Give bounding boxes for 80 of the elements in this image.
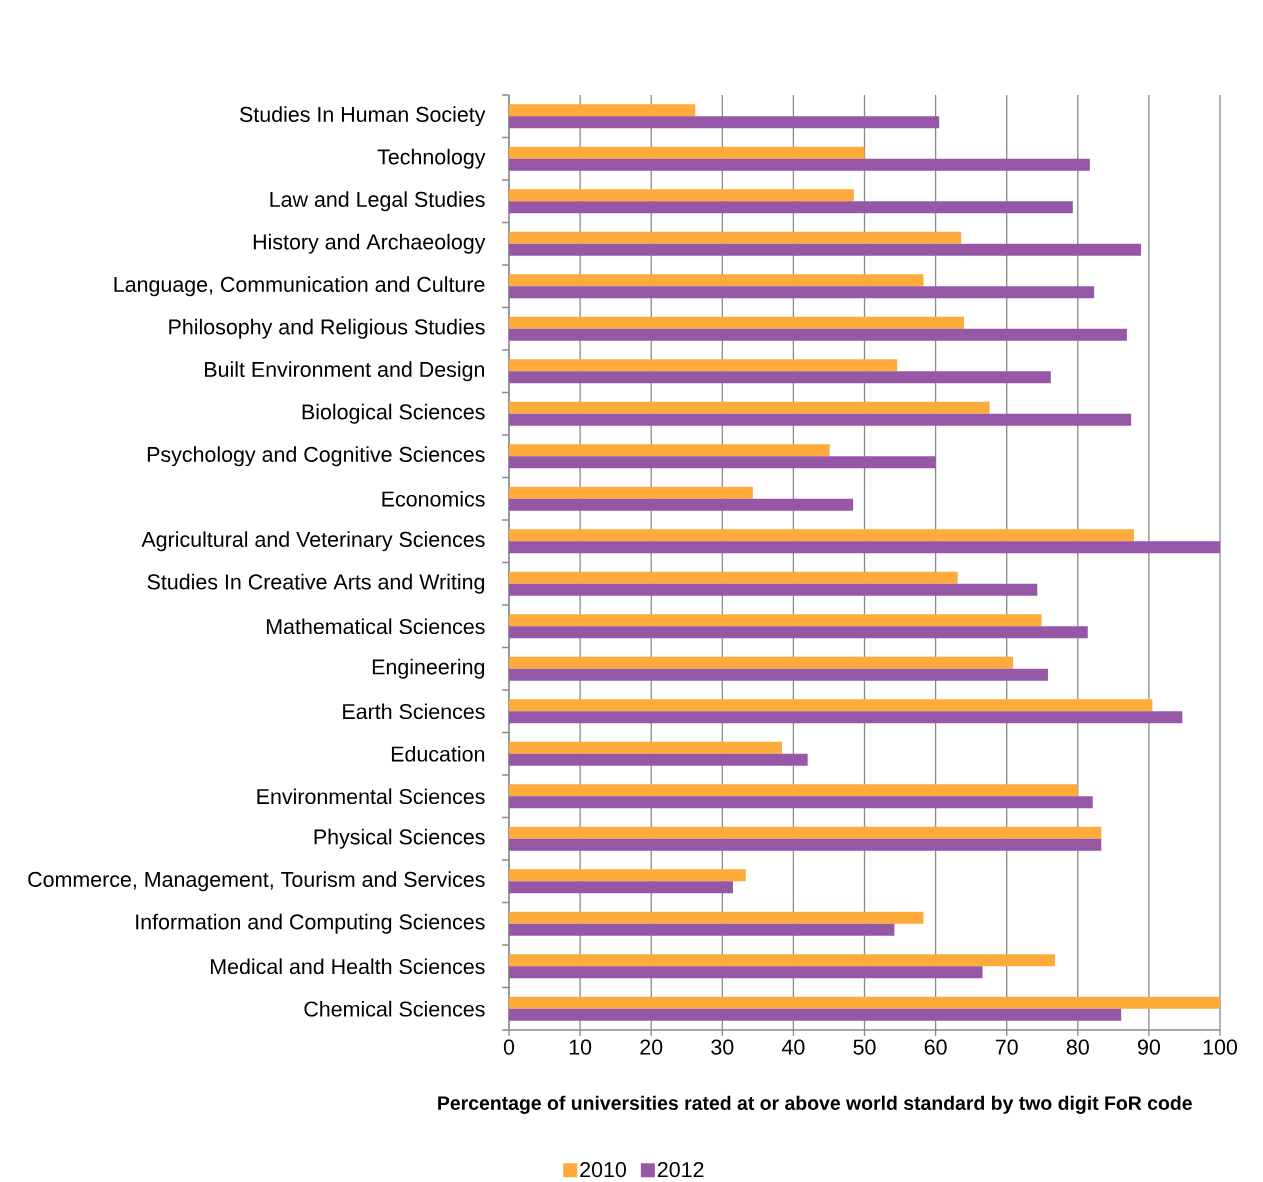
bar: [509, 869, 746, 882]
bar: [509, 158, 1090, 171]
x-tick-label: 50: [853, 1039, 876, 1055]
bar: [509, 583, 1038, 596]
x-tick-label: 100: [1203, 1039, 1238, 1055]
bar: [509, 286, 1095, 299]
y-tick-label: Law and Legal Studies: [270, 191, 485, 212]
bar: [509, 796, 1093, 809]
bar: [509, 571, 958, 584]
y-tick-label: Economics: [382, 490, 485, 507]
y-tick-label: Biological Sciences: [302, 403, 485, 424]
y-tick-label: Commerce, Management, Tourism and Services: [28, 871, 485, 892]
bar: [509, 1008, 1122, 1021]
y-tick-label: Engineering: [372, 658, 485, 679]
x-tick-label: 90: [1137, 1039, 1160, 1055]
bar: [509, 541, 1221, 554]
bar: [509, 316, 965, 329]
bar: [509, 881, 733, 894]
bar: [509, 923, 895, 936]
bar: [509, 626, 1088, 639]
y-tick-label: Studies In Creative Arts and Writing: [147, 573, 485, 594]
bar: [509, 243, 1142, 256]
bar: [509, 274, 924, 287]
y-tick-label: Earth Sciences: [343, 703, 485, 720]
y-tick-label: Information and Computing Sciences: [136, 913, 485, 934]
bar: [509, 656, 1014, 669]
x-tick-label: 0: [503, 1039, 515, 1055]
bar: [509, 401, 990, 414]
bar: [509, 231, 962, 244]
bar: [509, 201, 1073, 214]
x-tick-label: 10: [569, 1039, 592, 1055]
x-tick-label: 20: [640, 1039, 663, 1055]
bar: [509, 104, 696, 117]
legend-label: 2012: [657, 1162, 704, 1178]
bar: [509, 413, 1132, 426]
bar: [509, 911, 924, 924]
y-tick-label: History and Archaeology: [253, 233, 486, 254]
y-tick-label: Studies In Human Society: [239, 106, 486, 127]
bar: [509, 498, 854, 511]
y-tick-label: Psychology and Cognitive Sciences: [147, 446, 485, 467]
bar: [509, 711, 1183, 724]
bar: [509, 371, 1051, 384]
x-axis-title: Percentage of universities rated at or above world standard by two digit FoR code: [438, 1095, 1192, 1114]
x-tick-label: 80: [1066, 1039, 1089, 1055]
x-tick-label: 60: [924, 1039, 947, 1055]
y-tick-label: Chemical Sciences: [304, 1000, 485, 1017]
y-tick-label: Technology: [377, 148, 486, 169]
bar: [509, 146, 865, 159]
y-tick-label: Philosophy and Religious Studies: [169, 318, 485, 339]
legend-label: 2010: [580, 1162, 627, 1178]
bar: [509, 784, 1078, 797]
y-tick-label: Medical and Health Sciences: [211, 958, 485, 975]
bar: [509, 954, 1056, 967]
bar: [509, 614, 1042, 627]
y-tick-label: Built Environment and Design: [205, 361, 485, 382]
y-tick-label: Education: [391, 745, 485, 762]
x-tick-label: 70: [995, 1039, 1018, 1055]
y-tick-label: Language, Communication and Culture: [114, 276, 485, 297]
bar: [509, 753, 808, 766]
x-tick-label: 40: [781, 1039, 805, 1055]
x-tick-label: 30: [711, 1039, 734, 1055]
bar: [509, 996, 1221, 1009]
bar: [509, 359, 898, 372]
y-tick-label: Environmental Sciences: [257, 788, 485, 805]
bar: [509, 529, 1134, 542]
bar: [509, 328, 1127, 341]
y-tick-label: Physical Sciences: [314, 828, 485, 849]
bar: [509, 189, 854, 202]
bar: [509, 486, 753, 499]
bar: [509, 741, 783, 754]
bar: [509, 826, 1102, 839]
bar: [509, 456, 936, 469]
bar: [509, 444, 830, 457]
y-tick-label: Agricultural and Veterinary Sciences: [141, 531, 485, 552]
bar: [509, 966, 983, 979]
bar: [509, 699, 1153, 712]
bar: [509, 668, 1048, 681]
bar: [509, 116, 940, 129]
y-tick-label: Mathematical Sciences: [266, 618, 485, 635]
bar: [509, 838, 1102, 851]
